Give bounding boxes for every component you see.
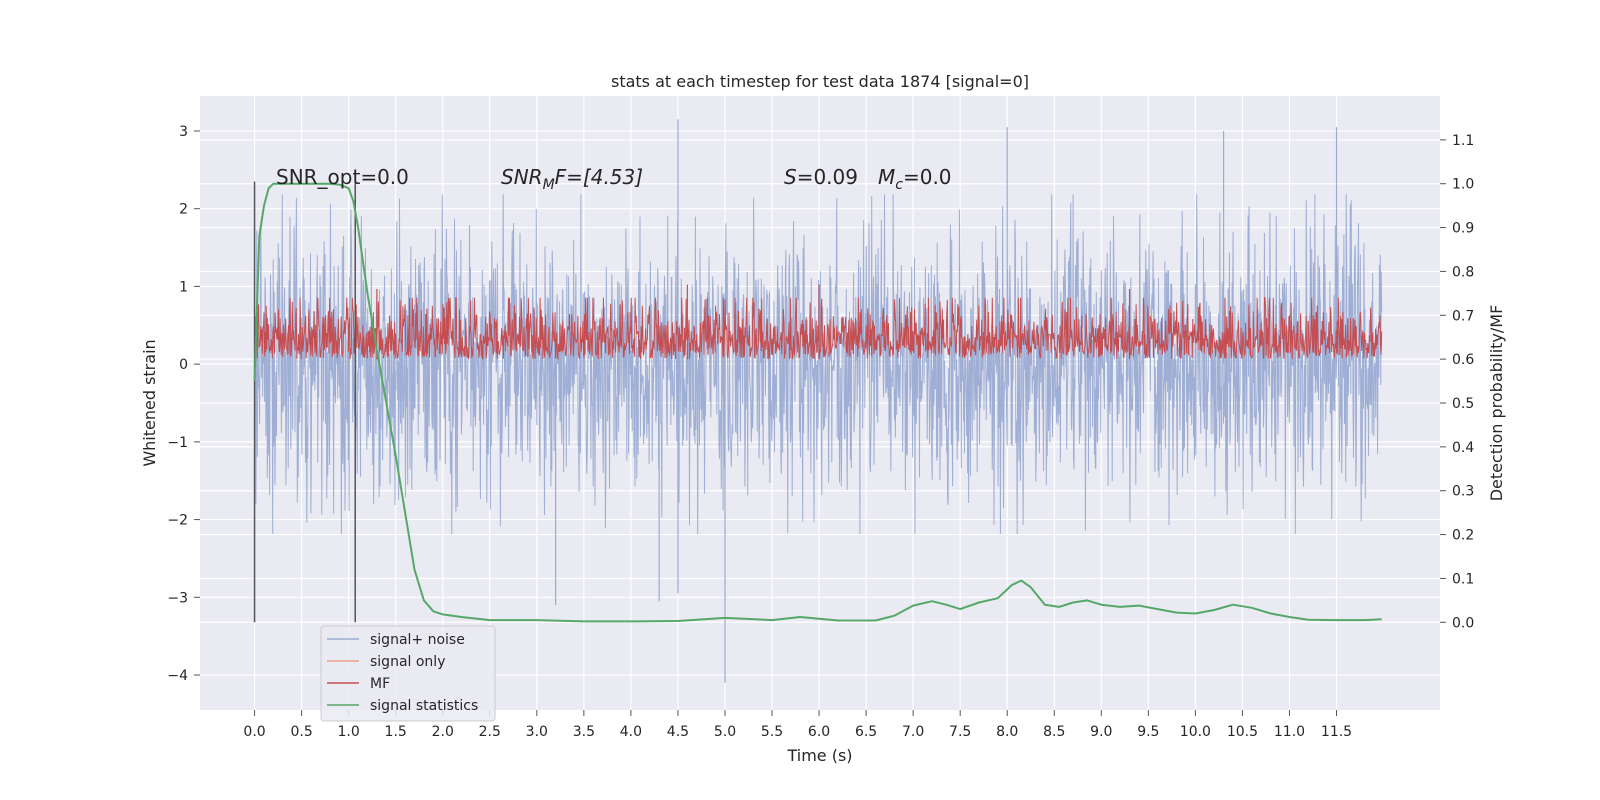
x-tick-label: 6.0 xyxy=(808,724,830,740)
mc-annotation: Mc=0.0 xyxy=(878,165,952,193)
snr-mf-annotation: SNRMF=[4.53] xyxy=(501,165,643,193)
y-right-tick-label: 0.5 xyxy=(1452,396,1474,412)
x-tick-label: 11.0 xyxy=(1274,724,1305,740)
x-tick-label: 5.5 xyxy=(761,724,783,740)
legend-label-signal-noise: signal+ noise xyxy=(370,632,465,648)
mf-trace xyxy=(254,297,1383,360)
signal-statistics-line xyxy=(253,182,1382,623)
series-mf xyxy=(254,284,1383,360)
s-annotation: S=0.09 xyxy=(784,165,858,189)
signal-noise-trace xyxy=(254,194,1383,535)
y-left-tick-label: −4 xyxy=(167,668,188,684)
y-right-tick-label: 0.8 xyxy=(1452,264,1474,280)
y-left-tick-label: 2 xyxy=(179,202,188,218)
x-tick-label: 0.0 xyxy=(243,724,265,740)
x-tick-label: 5.0 xyxy=(714,724,736,740)
snr-mf-subscript: M xyxy=(543,177,555,193)
s-label: S xyxy=(784,165,797,189)
y-right-tick-label: 1.1 xyxy=(1452,133,1474,149)
chart-title: stats at each timestep for test data 187… xyxy=(611,72,1029,91)
x-tick-label: 7.0 xyxy=(902,724,924,740)
x-tick-label: 1.0 xyxy=(338,724,360,740)
x-tick-label: 6.5 xyxy=(855,724,877,740)
vertical-markers xyxy=(253,181,356,623)
y-axis-label-right: Detection probability/MF xyxy=(1487,305,1506,502)
x-tick-label: 8.5 xyxy=(1043,724,1065,740)
y-right-tick-label: 0.0 xyxy=(1452,615,1474,631)
legend: signal+ noise signal only MF signal stat… xyxy=(320,625,496,722)
s-value: =0.09 xyxy=(797,165,858,189)
series-signal-statistics xyxy=(253,182,1382,623)
mc-subscript: c xyxy=(895,177,903,193)
y-right-tick-label: 0.3 xyxy=(1452,484,1474,500)
x-tick-label: 9.5 xyxy=(1137,724,1159,740)
mc-value: =0.0 xyxy=(903,165,952,189)
y-axis-label-left: Whitened strain xyxy=(140,339,159,466)
y-right-tick-label: 1.0 xyxy=(1452,177,1474,193)
y-left-tick-label: −2 xyxy=(167,513,188,529)
x-tick-label: 7.5 xyxy=(949,724,971,740)
y-right-tick-label: 0.1 xyxy=(1452,571,1474,587)
x-tick-label: 0.5 xyxy=(290,724,312,740)
legend-label-mf: MF xyxy=(370,676,390,692)
x-tick-label: 3.5 xyxy=(573,724,595,740)
legend-label-signal-statistics: signal statistics xyxy=(370,698,478,714)
x-tick-label: 2.5 xyxy=(479,724,501,740)
y-right-tick-label: 0.2 xyxy=(1452,528,1474,544)
x-axis-label: Time (s) xyxy=(786,746,852,765)
x-tick-label: 4.0 xyxy=(620,724,642,740)
y-right-tick-label: 0.6 xyxy=(1452,352,1474,368)
tick-labels: 0.0 0.5 1.0 1.5 2.0 2.5 3.0 3.5 4.0 4.5 5.0 5.5 6.0 6… xyxy=(167,124,1474,740)
x-tick-label: 10.5 xyxy=(1227,724,1258,740)
x-tick-label: 9.0 xyxy=(1090,724,1112,740)
x-tick-label: 8.0 xyxy=(996,724,1018,740)
y-left-tick-label: 1 xyxy=(179,279,188,295)
legend-label-signal-only: signal only xyxy=(370,654,445,670)
x-tick-label: 3.0 xyxy=(526,724,548,740)
y-right-tick-label: 0.9 xyxy=(1452,221,1474,237)
x-tick-label: 1.5 xyxy=(385,724,407,740)
x-tick-label: 4.5 xyxy=(667,724,689,740)
legend-box xyxy=(320,625,496,722)
y-left-tick-label: 3 xyxy=(179,124,188,140)
y-right-tick-label: 0.7 xyxy=(1452,308,1474,324)
x-tick-label: 2.0 xyxy=(432,724,454,740)
snr-opt-annotation: SNR_opt=0.0 xyxy=(276,165,409,189)
y-left-tick-label: −3 xyxy=(167,590,188,606)
snr-mf-label: SNR xyxy=(501,165,543,189)
mc-label: M xyxy=(878,165,895,189)
x-tick-label: 11.5 xyxy=(1321,724,1352,740)
snr-mf-value: F=[4.53] xyxy=(555,165,643,189)
y-right-tick-label: 0.4 xyxy=(1452,440,1474,456)
x-tick-label: 10.0 xyxy=(1180,724,1211,740)
y-left-tick-label: −1 xyxy=(167,435,188,451)
y-left-tick-label: 0 xyxy=(179,357,188,373)
